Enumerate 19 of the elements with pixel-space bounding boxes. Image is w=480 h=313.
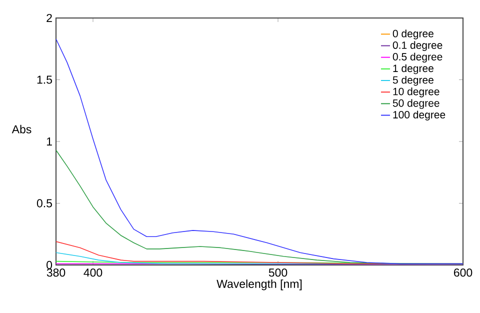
y-axis-title: Abs — [12, 124, 32, 134]
x-tick-label: 600 — [454, 268, 472, 277]
y-tick-label: 0.5 — [36, 199, 52, 208]
x-axis-title: Wavelength [nm] — [216, 280, 302, 290]
x-tick-label: 400 — [84, 268, 102, 277]
x-tick-label: 500 — [268, 268, 288, 277]
y-tick-label: 1.5 — [37, 76, 52, 84]
legend-label: 5 degree — [392, 76, 434, 86]
legend-label: 0 degree — [392, 30, 434, 40]
legend-label: 1 degree — [393, 64, 434, 74]
legend-label: 50 degree — [392, 99, 440, 109]
y-tick-label: 1 — [46, 138, 52, 146]
y-tick-label: 0 — [46, 260, 52, 270]
legend-label: 0.1 degree — [392, 41, 442, 51]
legend-label: 10 degree — [393, 88, 440, 98]
legend-label: 100 degree — [393, 110, 446, 120]
x-tick-label: 380 — [46, 268, 66, 277]
y-tick-label: 2 — [46, 14, 52, 22]
legend-label: 0.5 degree — [392, 52, 442, 63]
